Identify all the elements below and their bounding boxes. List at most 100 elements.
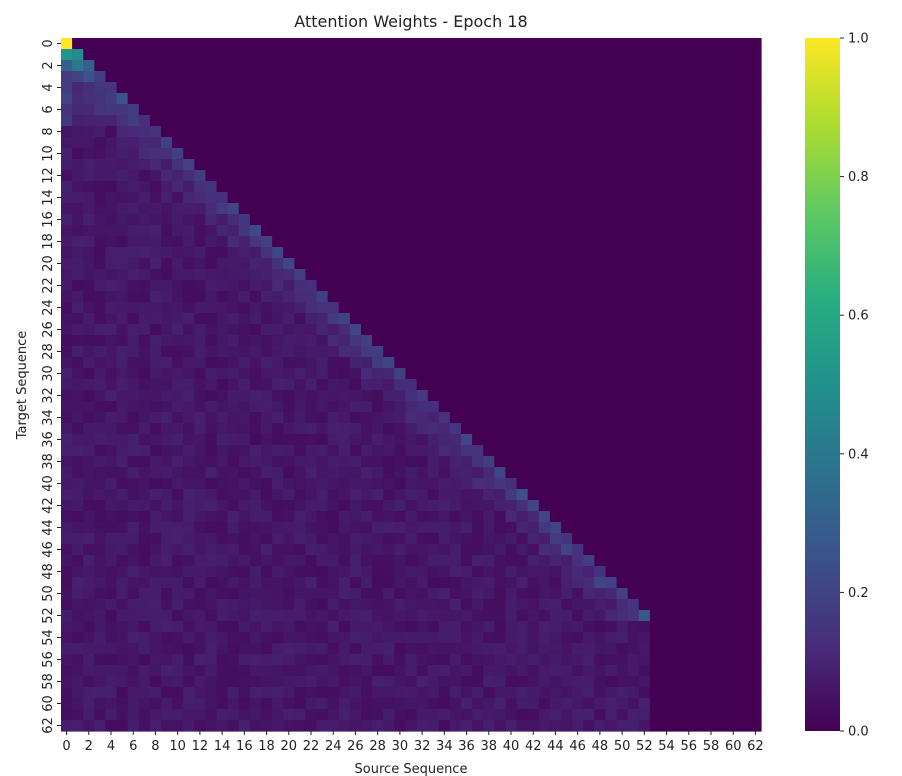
heatmap-cell	[194, 104, 207, 116]
heatmap-cell	[538, 588, 551, 600]
heatmap-cell	[694, 555, 707, 567]
heatmap-cell	[72, 401, 84, 413]
heatmap-cell	[349, 258, 362, 270]
heatmap-cell	[505, 511, 518, 523]
heatmap-cell	[416, 610, 429, 622]
heatmap-cell	[516, 489, 529, 501]
heatmap-cell	[605, 225, 618, 237]
heatmap-cell	[627, 291, 640, 303]
heatmap-cell	[461, 709, 473, 721]
heatmap-cell	[94, 38, 107, 50]
heatmap-cell	[572, 214, 584, 226]
heatmap-cell	[94, 225, 107, 237]
heatmap-cell	[194, 709, 207, 721]
heatmap-cell	[294, 588, 307, 600]
heatmap-cell	[283, 368, 295, 380]
heatmap-cell	[149, 698, 162, 710]
heatmap-cell	[394, 643, 407, 655]
heatmap-cell	[361, 38, 373, 50]
heatmap-cell	[72, 291, 84, 303]
heatmap-cell	[605, 423, 618, 435]
heatmap-cell	[672, 654, 684, 666]
heatmap-cell	[549, 720, 562, 732]
heatmap-cell	[638, 291, 651, 303]
heatmap-cell	[705, 291, 718, 303]
heatmap-cell	[249, 588, 262, 600]
heatmap-cell	[505, 555, 518, 567]
heatmap-cell	[216, 654, 229, 666]
heatmap-cell	[572, 60, 584, 72]
heatmap-cell	[716, 126, 729, 138]
heatmap-cell	[494, 225, 507, 237]
heatmap-cell	[116, 709, 129, 721]
heatmap-cell	[472, 566, 484, 578]
heatmap-cell	[605, 654, 618, 666]
heatmap-cell	[616, 610, 629, 622]
heatmap-cell	[261, 38, 273, 50]
heatmap-cell	[572, 511, 584, 523]
heatmap-cell	[116, 258, 129, 270]
heatmap-cell	[616, 412, 629, 424]
heatmap-cell	[261, 665, 273, 677]
heatmap-cell	[361, 49, 373, 61]
heatmap-cell	[116, 423, 129, 435]
heatmap-cell	[183, 324, 195, 336]
heatmap-cell	[283, 423, 295, 435]
heatmap-cell	[261, 159, 273, 171]
heatmap-cell	[649, 522, 662, 534]
heatmap-cell	[683, 82, 695, 94]
heatmap-cell	[527, 203, 540, 215]
heatmap-cell	[527, 258, 540, 270]
heatmap-cell	[694, 71, 707, 83]
heatmap-cell	[438, 93, 451, 105]
heatmap-cell	[372, 115, 384, 127]
heatmap-cell	[672, 676, 684, 688]
heatmap-cell	[449, 511, 462, 523]
heatmap-cell	[461, 489, 473, 501]
heatmap-cell	[705, 258, 718, 270]
heatmap-cell	[605, 38, 618, 50]
heatmap-cell	[138, 280, 151, 292]
heatmap-cell	[238, 720, 251, 732]
heatmap-cell	[605, 368, 618, 380]
y-tick-label: 24	[41, 299, 56, 316]
heatmap-cell	[149, 313, 162, 325]
heatmap-cell	[672, 104, 684, 116]
heatmap-cell	[538, 335, 551, 347]
heatmap-cell	[283, 489, 295, 501]
heatmap-cell	[349, 181, 362, 193]
heatmap-cell	[738, 93, 751, 105]
heatmap-cell	[538, 313, 551, 325]
heatmap-cell	[127, 720, 140, 732]
heatmap-cell	[661, 643, 673, 655]
heatmap-cell	[694, 148, 707, 160]
heatmap-cell	[472, 511, 484, 523]
heatmap-cell	[638, 544, 651, 556]
heatmap-cell	[194, 302, 207, 314]
heatmap-cell	[683, 445, 695, 457]
heatmap-cell	[638, 511, 651, 523]
heatmap-cell	[294, 247, 307, 259]
heatmap-cell	[594, 533, 607, 545]
heatmap-cell	[638, 159, 651, 171]
heatmap-cell	[627, 456, 640, 468]
heatmap-cell	[83, 401, 95, 413]
heatmap-cell	[561, 192, 573, 204]
heatmap-cell	[516, 632, 529, 644]
heatmap-cell	[61, 456, 73, 468]
heatmap-cell	[161, 434, 173, 446]
heatmap-cell	[727, 434, 740, 446]
heatmap-cell	[61, 665, 73, 677]
heatmap-cell	[527, 478, 540, 490]
heatmap-cell	[72, 82, 84, 94]
heatmap-cell	[327, 280, 340, 292]
heatmap-cell	[638, 236, 651, 248]
heatmap-cell	[372, 258, 384, 270]
heatmap-cell	[172, 192, 184, 204]
heatmap-cell	[694, 379, 707, 391]
heatmap-cell	[249, 49, 262, 61]
heatmap-cell	[661, 137, 673, 149]
heatmap-cell	[372, 478, 384, 490]
heatmap-cell	[216, 126, 229, 138]
heatmap-cell	[216, 38, 229, 50]
